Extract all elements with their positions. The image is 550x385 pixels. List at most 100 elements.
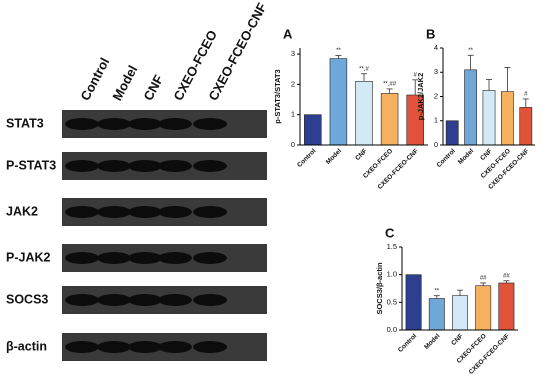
significance-label: ## [503, 273, 510, 279]
blot-band [193, 341, 227, 353]
y-tick-label: 1 [291, 110, 295, 119]
protein-label: STAT3 [6, 116, 44, 130]
error-bar [361, 73, 367, 82]
panel-label: B [426, 26, 435, 41]
blot-band [193, 206, 227, 218]
significance-label: ## [480, 276, 487, 282]
blot-band [158, 294, 192, 306]
bar [428, 298, 445, 331]
y-tick-label: 0 [291, 140, 295, 149]
y-tick-label: 1.5 [387, 242, 397, 251]
x-tick-label: Control [296, 148, 317, 169]
y-tick-label: 3 [434, 67, 438, 76]
blot-band [97, 294, 131, 306]
blot-band [128, 252, 162, 264]
error-bar [386, 88, 393, 94]
blot-band [128, 206, 162, 218]
blot-band [65, 294, 99, 306]
bar [501, 91, 514, 146]
blot-band [65, 341, 99, 353]
blot-band [128, 294, 162, 306]
protein-label: JAK2 [6, 204, 38, 218]
blot-band [65, 118, 99, 130]
blot-band [65, 252, 99, 264]
bar [464, 69, 477, 146]
y-tick-label: 4 [434, 43, 438, 52]
error-bar [480, 282, 487, 286]
y-axis-label: SOCS3/β-actin [375, 262, 384, 315]
protein-label: P-JAK2 [6, 250, 51, 264]
blot-band [97, 341, 131, 353]
y-axis-label: p-STAT3/STAT3 [273, 69, 282, 123]
y-axis-label: p-JAK2/JAK2 [416, 73, 425, 121]
error-bar [335, 55, 342, 59]
x-tick-label: CNF [450, 333, 464, 347]
bar [482, 90, 496, 146]
error-bar [467, 54, 474, 70]
blot-band [193, 118, 227, 130]
blot-band [158, 252, 192, 264]
bar [405, 274, 422, 331]
panel-label: A [283, 26, 293, 41]
blot-band [97, 160, 131, 172]
y-tick-label: 1 [434, 116, 438, 125]
significance-label: **,## [383, 82, 397, 88]
blot-band [193, 252, 227, 264]
blot-band [193, 160, 227, 172]
error-bar [503, 280, 510, 283]
bar [519, 107, 533, 146]
blot-band [158, 341, 192, 353]
bar [380, 93, 399, 146]
x-tick-label: Model [325, 148, 343, 166]
blot-band [97, 118, 131, 130]
bar [355, 81, 373, 146]
protein-label: P-STAT3 [6, 158, 56, 172]
blot-band [158, 118, 192, 130]
error-bar [457, 289, 463, 296]
blot-band [158, 206, 192, 218]
lane-label: CNF [140, 72, 166, 103]
significance-label: ** [434, 288, 439, 294]
bar [498, 282, 515, 331]
blot-band [128, 341, 162, 353]
error-bar [433, 295, 440, 299]
significance-label: # [414, 72, 418, 78]
y-tick-label: 1.0 [387, 270, 397, 279]
y-tick-label: 2 [434, 91, 438, 100]
error-bar [504, 67, 511, 92]
bar [329, 58, 348, 146]
x-tick-label: CNF [479, 148, 493, 162]
bar [445, 120, 459, 146]
blot-band [97, 206, 131, 218]
blot-band [97, 252, 131, 264]
bar [475, 285, 492, 331]
blot-band [65, 160, 99, 172]
x-tick-label: CNF [354, 148, 368, 162]
protein-label: SOCS3 [6, 292, 48, 306]
y-tick-label: 3 [291, 49, 295, 58]
y-tick-label: 0.5 [387, 297, 397, 306]
x-tick-label: CXEO-FCEO-CNF [468, 333, 511, 376]
x-tick-label: Model [423, 333, 441, 351]
blot-band [128, 118, 162, 130]
error-bar [412, 79, 419, 95]
bar [304, 114, 322, 146]
lane-label: CXEO-FCEO-CNF [205, 0, 269, 103]
blot-band [193, 294, 227, 306]
x-tick-label: Control [397, 333, 418, 354]
panel-label: C [385, 225, 395, 240]
error-bar [522, 98, 529, 108]
lane-label: Control [77, 55, 112, 103]
significance-label: ** [336, 48, 341, 54]
blot-band [158, 160, 192, 172]
significance-label: **,# [359, 66, 369, 72]
blot-band [65, 206, 99, 218]
error-bar [486, 79, 492, 91]
bar [452, 295, 468, 331]
lane-label: Model [109, 63, 140, 103]
blot-band [128, 160, 162, 172]
x-tick-label: Model [457, 148, 475, 166]
y-tick-label: 0.0 [387, 325, 397, 334]
protein-label: β-actin [6, 339, 47, 353]
